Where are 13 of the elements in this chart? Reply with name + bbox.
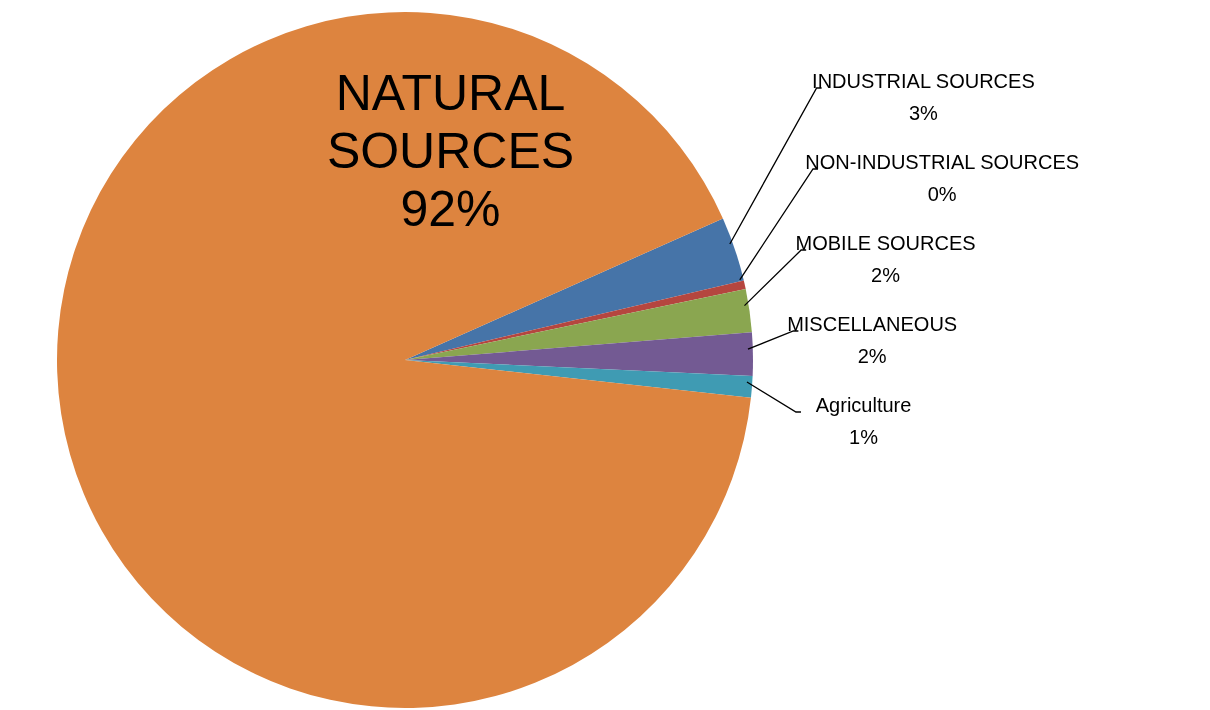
slice-label: Agriculture <box>815 394 912 416</box>
pie-slice <box>57 12 751 708</box>
slice-label: NATURAL SOURCES <box>326 65 575 180</box>
slice-label: NON-INDUSTRIAL SOURCES <box>805 151 1080 173</box>
data-label: 0% <box>927 183 957 205</box>
data-label: 2% <box>857 345 887 367</box>
slice-label: INDUSTRIAL SOURCES <box>812 70 1035 92</box>
data-label: 2% <box>871 264 901 286</box>
data-label: 92% <box>400 181 501 238</box>
slice-label: MOBILE SOURCES <box>795 232 976 254</box>
data-label: 1% <box>849 426 879 448</box>
slice-label: MISCELLANEOUS <box>787 313 958 335</box>
data-label: 3% <box>908 102 939 124</box>
